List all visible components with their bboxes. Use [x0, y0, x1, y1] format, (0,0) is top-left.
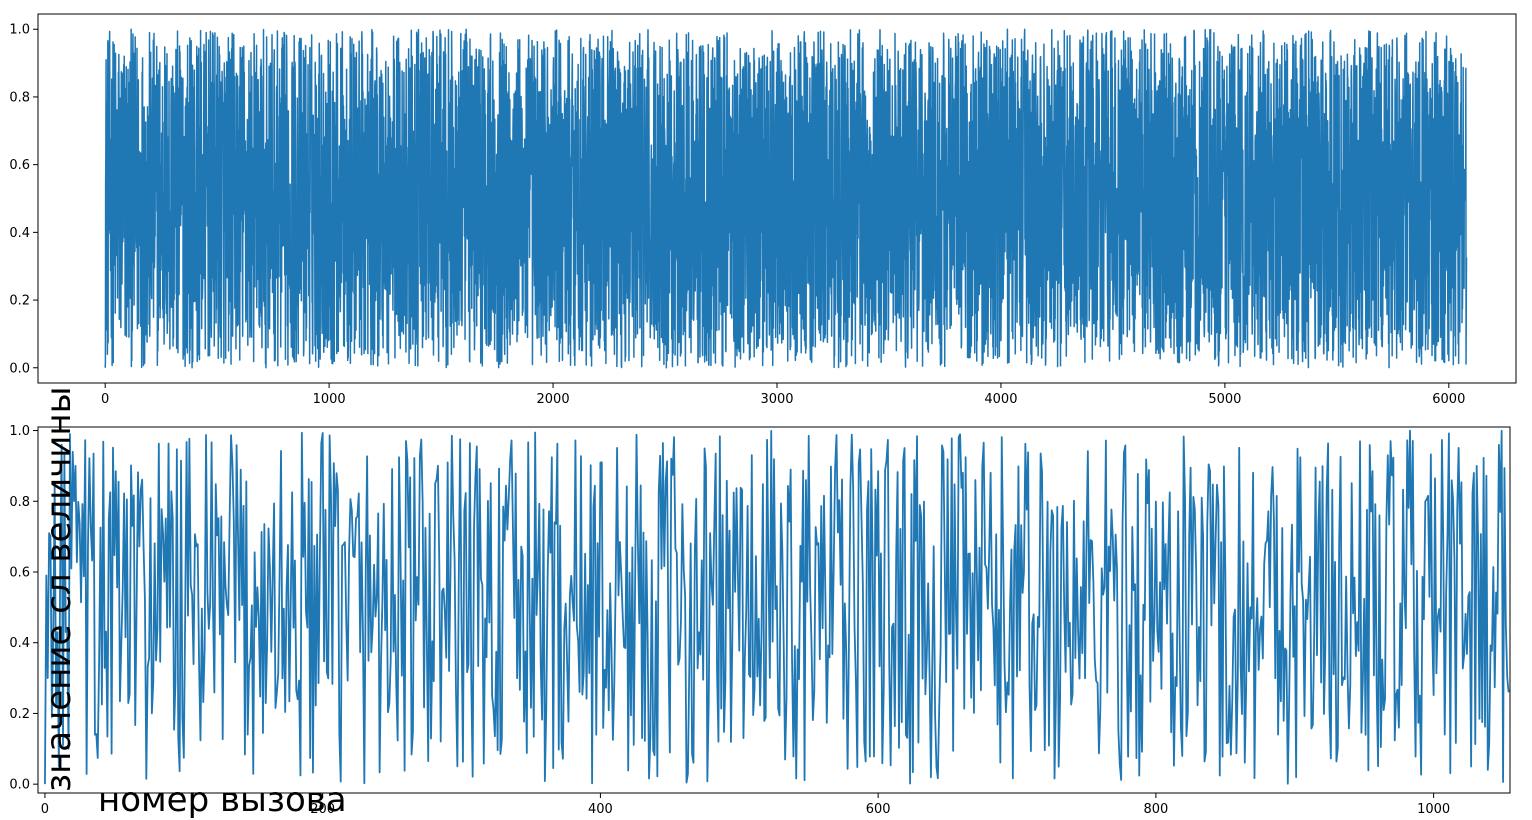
- top-chart: 0 1000 2000 3000 4000 5000 6000 0.0 0.2 0.4 0.6 0.8…: [9, 13, 1517, 407]
- x-tick-label: 1000: [313, 392, 346, 407]
- series-line: [44, 429, 1510, 785]
- bottom-chart-xlabel: номер вызова: [98, 780, 347, 820]
- y-tick-label: 0.6: [9, 565, 30, 580]
- y-tick-label: 0.6: [9, 158, 30, 173]
- bottom-chart-ticks: 0 200 400 600 800 1000 0.0 0.2 0.4 0.6 0.8 1.0: [9, 424, 1450, 817]
- x-tick-label: 600: [866, 802, 891, 817]
- x-tick-label: 1000: [1417, 802, 1450, 817]
- y-tick-label: 0.0: [9, 778, 30, 793]
- x-tick-label: 800: [1143, 802, 1168, 817]
- top-chart-series: [104, 28, 1468, 369]
- x-tick-label: 0: [41, 802, 49, 817]
- x-tick-label: 6000: [1432, 392, 1465, 407]
- x-tick-label: 3000: [760, 392, 793, 407]
- bottom-chart-series: [44, 429, 1510, 785]
- bottom-chart-ylabel: значение сл величины: [39, 387, 79, 792]
- x-tick-label: 4000: [984, 392, 1017, 407]
- bottom-chart: 0 200 400 600 800 1000 0.0 0.2 0.4 0.6 0.8 1.0 номе…: [9, 387, 1511, 820]
- y-tick-label: 0.4: [9, 636, 30, 651]
- y-tick-label: 0.8: [9, 90, 30, 105]
- x-tick-label: 5000: [1208, 392, 1241, 407]
- bottom-chart-frame: [37, 426, 1511, 794]
- y-tick-label: 0.0: [9, 361, 30, 376]
- y-tick-label: 0.2: [9, 294, 30, 309]
- y-tick-label: 0.4: [9, 226, 30, 241]
- y-tick-label: 0.2: [9, 707, 30, 722]
- x-tick-label: 0: [101, 392, 109, 407]
- x-tick-label: 2000: [537, 392, 570, 407]
- y-tick-label: 0.8: [9, 495, 30, 510]
- top-chart-ticks: 0 1000 2000 3000 4000 5000 6000 0.0 0.2 0.4 0.6 0.8…: [9, 23, 1465, 407]
- top-chart-frame: [37, 13, 1517, 384]
- y-tick-label: 1.0: [9, 424, 30, 439]
- series-line: [104, 28, 1468, 369]
- x-tick-label: 400: [588, 802, 613, 817]
- x-tick-label: 200: [310, 802, 335, 817]
- y-tick-label: 1.0: [9, 23, 30, 38]
